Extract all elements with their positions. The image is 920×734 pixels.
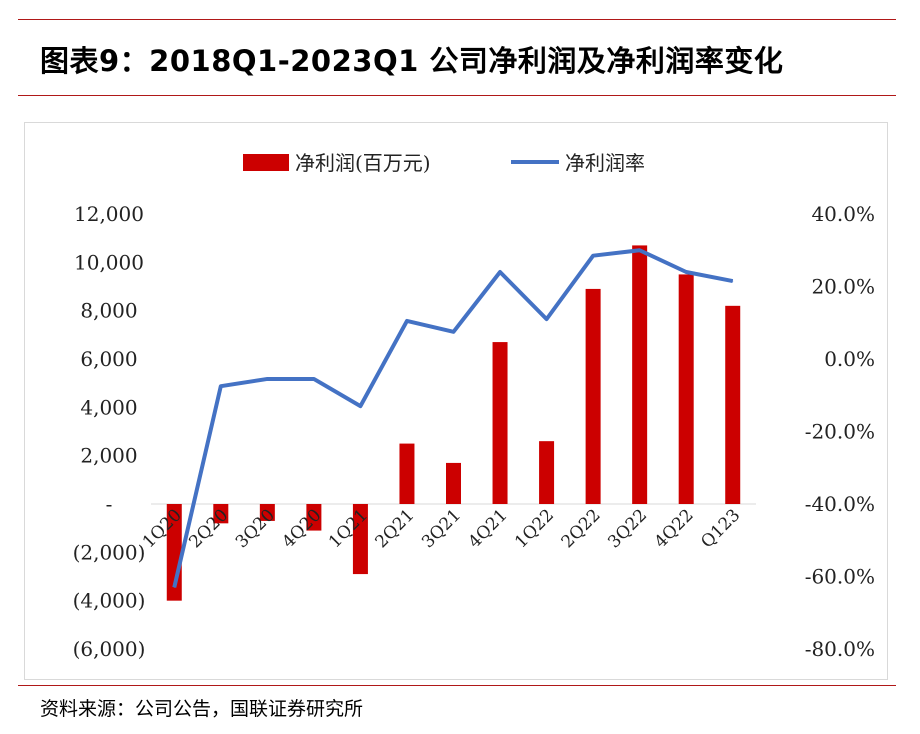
chart-frame: 净利润(百万元) 净利润率 12,000 10,000 8,000 6,000 4,00… — [24, 122, 888, 680]
bar-2Q22 — [585, 288, 601, 504]
y-left-tick-label: - — [106, 492, 113, 516]
bar-2Q21 — [399, 443, 415, 504]
y-left-tick-label: (6,000) — [73, 637, 146, 661]
x-tick-label: 4Q21 — [465, 505, 512, 552]
y-right-tick-label: 0.0% — [824, 347, 875, 371]
y-left-tick-label: (4,000) — [73, 589, 146, 613]
x-tick-label: 3Q21 — [418, 505, 465, 552]
y-right-tick-label: -20.0% — [805, 420, 875, 444]
margin-point-3Q20 — [266, 378, 268, 380]
x-axis-labels: 1Q20 2Q20 3Q20 4Q20 1Q21 2Q21 3Q21 4Q21 1Q22 2Q22… — [139, 505, 744, 552]
bar-4Q22 — [678, 274, 694, 504]
y-axis-right: 40.0% 20.0% 0.0% -20.0% -40.0% -60.0% -80.0% — [805, 202, 875, 661]
page-title: 图表9：2018Q1-2023Q1 公司净利润及净利润率变化 — [40, 44, 784, 78]
chart-legend: 净利润(百万元) 净利润率 — [243, 151, 645, 175]
y-right-tick-label: 40.0% — [811, 202, 875, 226]
bar-3Q22 — [632, 245, 648, 504]
y-axis-left: 12,000 10,000 8,000 6,000 4,000 2,000 - (2,000)… — [73, 202, 146, 661]
title-top-rule — [18, 19, 896, 20]
y-left-tick-label: 6,000 — [80, 347, 137, 371]
legend-bar-label: 净利润(百万元) — [295, 151, 431, 175]
bar-1Q21 — [352, 504, 368, 575]
margin-point-4Q21 — [499, 271, 501, 273]
y-left-tick-label: 2,000 — [80, 444, 137, 468]
y-left-tick-label: 10,000 — [74, 250, 144, 274]
x-tick-label: Q123 — [697, 505, 744, 552]
margin-point-4Q22 — [685, 271, 687, 273]
y-right-tick-label: -80.0% — [805, 637, 875, 661]
footer-rule — [18, 685, 896, 686]
y-right-tick-label: 20.0% — [811, 275, 875, 299]
margin-point-1Q21 — [359, 405, 361, 407]
bar-Q123 — [725, 305, 741, 504]
x-tick-label: 1Q22 — [511, 505, 558, 552]
x-tick-label: 4Q22 — [651, 505, 698, 552]
margin-point-3Q22 — [639, 249, 641, 251]
margin-point-2Q20 — [220, 385, 222, 387]
bar-2Q20 — [213, 504, 229, 524]
x-tick-label: 2Q22 — [558, 505, 605, 552]
margin-point-1Q20 — [173, 586, 175, 588]
bar-3Q21 — [446, 462, 461, 504]
legend-line-label: 净利润率 — [565, 151, 645, 175]
margin-point-2Q21 — [406, 320, 408, 322]
y-left-tick-label: 12,000 — [74, 202, 144, 226]
y-left-tick-label: 8,000 — [80, 299, 137, 323]
x-tick-label: 2Q21 — [372, 505, 419, 552]
bar-3Q20 — [259, 504, 275, 521]
margin-point-1Q22 — [546, 318, 548, 320]
source-note: 资料来源：公司公告，国联证券研究所 — [40, 698, 364, 720]
bar-4Q20 — [306, 504, 322, 531]
bar-4Q21 — [492, 342, 508, 504]
y-left-tick-label: 4,000 — [80, 395, 137, 419]
bar-series — [166, 245, 741, 601]
legend-bar-swatch — [243, 154, 289, 171]
margin-point-2Q22 — [592, 255, 594, 257]
title-bottom-rule — [18, 95, 896, 96]
x-tick-label: 3Q22 — [604, 505, 651, 552]
bar-1Q22 — [539, 441, 555, 504]
y-right-tick-label: -40.0% — [805, 492, 875, 516]
line-series — [172, 248, 734, 588]
margin-point-Q123 — [732, 280, 734, 282]
y-left-tick-label: (2,000) — [73, 540, 146, 564]
margin-point-4Q20 — [313, 378, 315, 380]
y-right-tick-label: -60.0% — [805, 565, 875, 589]
chart-plot: 净利润(百万元) 净利润率 12,000 10,000 8,000 6,000 4,00… — [73, 151, 875, 661]
margin-point-3Q21 — [453, 331, 454, 333]
